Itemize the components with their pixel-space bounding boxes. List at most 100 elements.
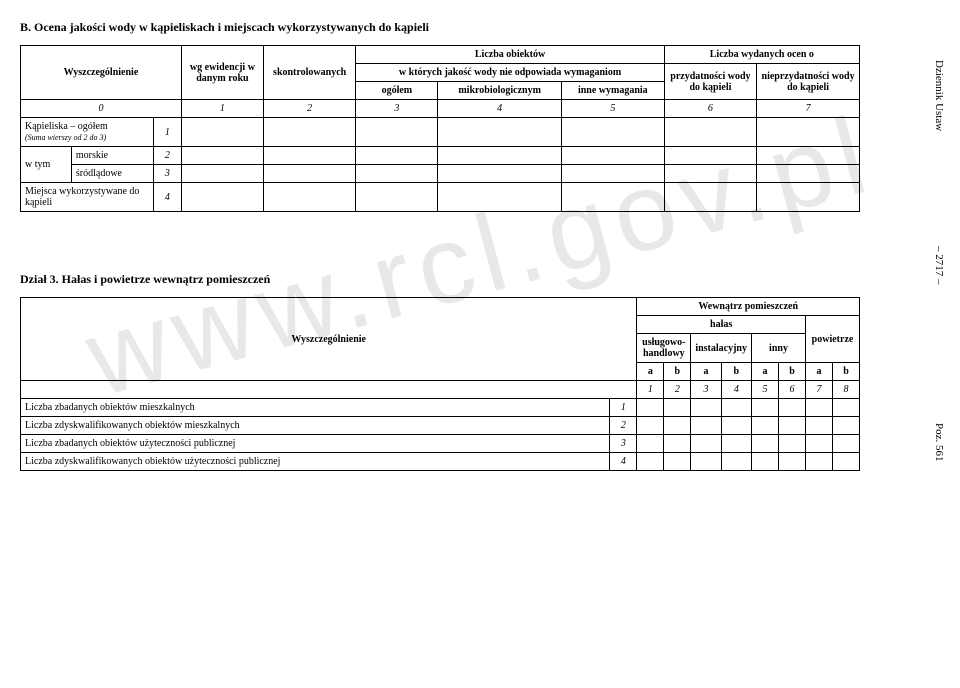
- wtym-label: w tym: [21, 147, 72, 183]
- cell: [356, 118, 438, 147]
- section-3-title: Dział 3. Hałas i powietrze wewnątrz pomi…: [20, 272, 940, 287]
- col-5: 5: [561, 100, 664, 118]
- header3-inny: inny: [752, 334, 806, 363]
- header3-instalacyjny: instalacyjny: [691, 334, 752, 363]
- cell: [664, 183, 756, 212]
- cell: [263, 183, 355, 212]
- header3-a4: a: [806, 363, 833, 381]
- cell: [263, 118, 355, 147]
- cell: [664, 147, 756, 165]
- col3-4: 4: [721, 381, 751, 399]
- header3-wewnatrz: Wewnątrz pomieszczeń: [637, 298, 860, 316]
- cell: [752, 399, 779, 417]
- cell: [181, 118, 263, 147]
- col-1: 1: [181, 100, 263, 118]
- row1-main: Kąpieliska – ogółem: [25, 121, 108, 132]
- cell: [833, 453, 860, 471]
- header3-a1: a: [637, 363, 664, 381]
- col-7: 7: [757, 100, 860, 118]
- header-wyszcz: Wyszczególnienie: [21, 46, 182, 100]
- header3-wyszcz: Wyszczególnienie: [21, 298, 637, 381]
- cell: [561, 147, 664, 165]
- cell: [757, 118, 860, 147]
- cell: [752, 435, 779, 453]
- row3-label: śródlądowe: [71, 165, 153, 183]
- cell: [438, 183, 562, 212]
- cell: [561, 165, 664, 183]
- cell: [833, 435, 860, 453]
- cell: [721, 435, 751, 453]
- cell: [691, 453, 721, 471]
- section-b-title: B. Ocena jakości wody w kąpieliskach i m…: [20, 20, 940, 35]
- row3-num: 3: [153, 165, 181, 183]
- cell: [833, 417, 860, 435]
- cell: [664, 417, 691, 435]
- col-2: 2: [263, 100, 355, 118]
- cell: [356, 183, 438, 212]
- cell: [691, 417, 721, 435]
- col-0: 0: [21, 100, 182, 118]
- cell: [779, 453, 806, 471]
- cell: [664, 435, 691, 453]
- cell: [637, 417, 664, 435]
- col3-8: 8: [833, 381, 860, 399]
- row1-num: 1: [153, 118, 181, 147]
- cell: [181, 147, 263, 165]
- header3-b4: b: [833, 363, 860, 381]
- table-section-3: Wyszczególnienie Wewnątrz pomieszczeń ha…: [20, 297, 860, 471]
- row4-label: Miejsca wykorzystywane do kąpieli: [21, 183, 154, 212]
- header-skontrolowanych: skontrolowanych: [263, 46, 355, 100]
- cell: [561, 183, 664, 212]
- side-label: Dziennik Ustaw: [933, 60, 945, 131]
- header-inne: inne wymagania: [561, 82, 664, 100]
- cell: [752, 453, 779, 471]
- header-liczba-obiektow: Liczba obiektów: [356, 46, 664, 64]
- row1-label: Kąpieliska – ogółem (Suma wierszy od 2 d…: [21, 118, 154, 147]
- header-nieprzydat: nieprzydatności wody do kąpieli: [757, 64, 860, 100]
- cell: [779, 435, 806, 453]
- cell: [757, 147, 860, 165]
- page-number: – 2717 –: [933, 246, 945, 285]
- row4-num: 4: [153, 183, 181, 212]
- cell: [664, 453, 691, 471]
- cell: [779, 399, 806, 417]
- col-6: 6: [664, 100, 756, 118]
- header3-a3: a: [752, 363, 779, 381]
- col3-1: 1: [637, 381, 664, 399]
- cell: [806, 417, 833, 435]
- cell: [691, 399, 721, 417]
- cell: [752, 417, 779, 435]
- header3-a2: a: [691, 363, 721, 381]
- row2-num: 2: [153, 147, 181, 165]
- header3-uslugowo: usługowo-handlowy: [637, 334, 691, 363]
- col3-3: 3: [691, 381, 721, 399]
- col-4: 4: [438, 100, 562, 118]
- cell: [806, 435, 833, 453]
- poz-label: Poz. 561: [933, 423, 945, 462]
- cell: [637, 399, 664, 417]
- row3-2-label: Liczba zdyskwalifikowanych obiektów mies…: [21, 417, 610, 435]
- cell: [438, 147, 562, 165]
- row3-3-label: Liczba zbadanych obiektów użyteczności p…: [21, 435, 610, 453]
- header-przydat: przydatności wody do kąpieli: [664, 64, 756, 100]
- cell: [721, 417, 751, 435]
- col3-5: 5: [752, 381, 779, 399]
- cell: [356, 165, 438, 183]
- cell: [181, 183, 263, 212]
- row3-4-label: Liczba zdyskwalifikowanych obiektów użyt…: [21, 453, 610, 471]
- cell: [757, 183, 860, 212]
- cell: [757, 165, 860, 183]
- cell: [263, 165, 355, 183]
- cell: [438, 118, 562, 147]
- cell: [181, 165, 263, 183]
- header-mikrobio: mikrobiologicznym: [438, 82, 562, 100]
- col3-6: 6: [779, 381, 806, 399]
- cell: [637, 435, 664, 453]
- header3-halas: hałas: [637, 316, 806, 334]
- cell: [356, 147, 438, 165]
- cell: [664, 399, 691, 417]
- cell: [779, 417, 806, 435]
- cell: [806, 453, 833, 471]
- cell: [664, 165, 756, 183]
- row3-3-num: 3: [610, 435, 637, 453]
